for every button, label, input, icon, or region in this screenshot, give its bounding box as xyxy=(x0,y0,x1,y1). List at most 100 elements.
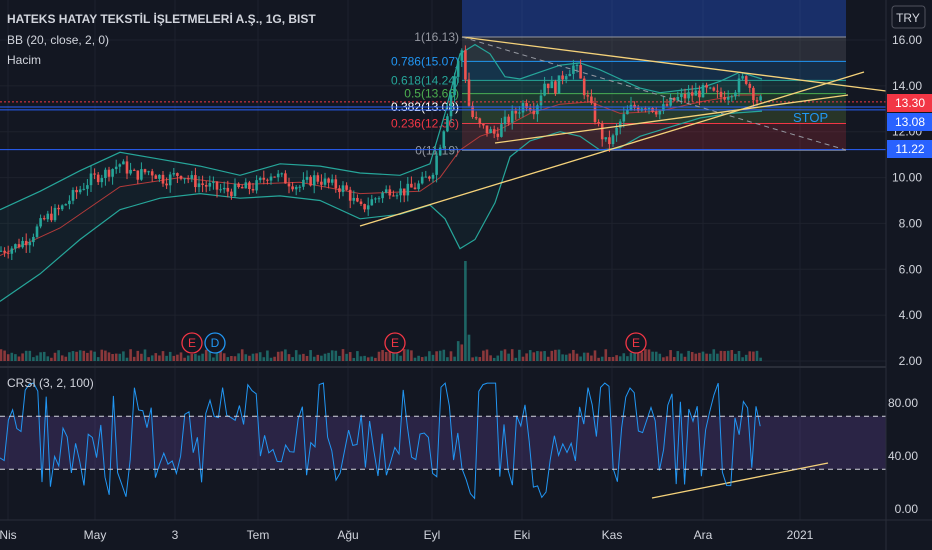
volume-bar xyxy=(28,350,32,361)
crsi-legend[interactable]: CRSI (3, 2, 100) xyxy=(7,376,94,390)
candle-body xyxy=(302,179,305,187)
volume-bar xyxy=(467,334,471,361)
candle-body xyxy=(683,94,687,99)
fib-zone xyxy=(462,93,846,107)
volume-bar xyxy=(50,357,53,361)
volume-bar xyxy=(539,351,543,361)
trend-line-descending[interactable] xyxy=(461,36,887,92)
fib-level-label: 0.618(14.24) xyxy=(391,73,459,87)
volume-bar xyxy=(723,351,726,361)
trend-line-dashed[interactable] xyxy=(461,36,847,151)
crsi-trend-line[interactable] xyxy=(651,462,829,499)
earnings-marker[interactable] xyxy=(181,332,203,354)
crsi-tick-label: 40.00 xyxy=(888,449,918,463)
fib-level-label: 0.5(13.66) xyxy=(404,87,459,101)
candle-body xyxy=(316,175,320,182)
volume-bar xyxy=(752,351,755,361)
trend-line-support-short[interactable] xyxy=(494,94,849,144)
candle-body xyxy=(507,116,510,123)
volume-bar xyxy=(197,355,201,361)
candle-body xyxy=(64,204,68,206)
candle-body xyxy=(287,183,291,187)
candle-body xyxy=(665,104,669,106)
price-tick-label: 10.00 xyxy=(892,171,922,185)
volume-bar xyxy=(604,349,608,361)
volume-bar xyxy=(244,354,248,361)
volume-bar xyxy=(662,357,665,361)
volume-bar xyxy=(561,354,564,361)
candle-body xyxy=(176,173,179,176)
volume-bar xyxy=(140,353,143,361)
candle-body xyxy=(258,177,262,181)
candle-body xyxy=(222,187,226,190)
volume-bar xyxy=(676,351,680,361)
volume-bar xyxy=(395,353,399,361)
bb-legend[interactable]: BB (20, close, 2, 0) xyxy=(7,33,109,47)
candle-body xyxy=(10,248,14,254)
volume-bar xyxy=(190,354,194,361)
trend-lines[interactable] xyxy=(359,36,887,499)
volume-bar xyxy=(71,351,75,361)
volume-bar xyxy=(449,351,453,361)
volume-bar xyxy=(294,350,298,361)
volume-bar xyxy=(525,353,528,361)
candle-body xyxy=(406,183,410,196)
volume-bar xyxy=(554,349,557,361)
price-tick-label: 16.00 xyxy=(892,33,922,47)
volume-bar xyxy=(60,355,64,361)
candle-body xyxy=(204,185,208,187)
volume-bar xyxy=(564,354,568,361)
price-badge-label: 13.08 xyxy=(895,115,925,129)
volume-bar xyxy=(359,356,363,361)
price-badges: 13.30 13.08 11.22 xyxy=(887,94,932,158)
volume-bar xyxy=(658,353,662,361)
volume-bar xyxy=(719,350,723,361)
fib-zone xyxy=(462,37,846,62)
time-axis[interactable]: Nis May 3 Tem Ağu Eyl Eki Kas Ara 2021 xyxy=(0,528,814,542)
volume-bar xyxy=(89,350,93,361)
fib-extension-zone xyxy=(462,0,846,38)
earnings-marker[interactable] xyxy=(384,332,406,354)
candle-body xyxy=(708,87,712,89)
candle-body xyxy=(71,190,75,201)
candle-body xyxy=(179,175,183,179)
volume-bar xyxy=(698,352,701,361)
trend-line-support-long[interactable] xyxy=(359,71,865,227)
currency-button[interactable] xyxy=(891,5,926,29)
candle-body xyxy=(28,242,32,246)
candle-body xyxy=(348,189,352,201)
volume-bar xyxy=(172,355,176,361)
candle-body xyxy=(662,104,665,111)
volume-bar xyxy=(600,356,604,361)
candle-body xyxy=(557,75,561,94)
time-tick-label: May xyxy=(84,528,107,542)
candle-body xyxy=(143,169,147,173)
price-badge xyxy=(887,94,932,112)
candle-body xyxy=(698,90,701,98)
dividend-marker[interactable] xyxy=(204,332,226,354)
volume-legend[interactable]: Hacim xyxy=(7,53,41,67)
volume-bar xyxy=(280,351,284,361)
candle-body xyxy=(294,186,298,190)
candle-body xyxy=(428,176,431,179)
volume-bar xyxy=(730,350,734,361)
candle-body xyxy=(680,94,683,98)
volume-bar xyxy=(370,356,374,361)
bb-cloud xyxy=(0,44,762,302)
candle-body xyxy=(759,96,762,101)
volume-bar xyxy=(759,357,762,361)
chart-title[interactable]: HATEKS HATAY TEKSTİL İŞLETMELERİ A.Ş., 1… xyxy=(7,11,316,26)
time-tick-label: Tem xyxy=(247,528,270,542)
volume-bar xyxy=(708,353,712,361)
volume-bar xyxy=(183,357,186,361)
candle-body xyxy=(618,121,622,128)
candle-body xyxy=(248,182,251,189)
volume-bar xyxy=(176,354,179,361)
bb-lower-line xyxy=(0,110,763,302)
candle-body xyxy=(633,104,636,108)
candle-body xyxy=(107,169,111,177)
volume-bar xyxy=(536,351,539,361)
earnings-marker[interactable] xyxy=(625,332,647,354)
